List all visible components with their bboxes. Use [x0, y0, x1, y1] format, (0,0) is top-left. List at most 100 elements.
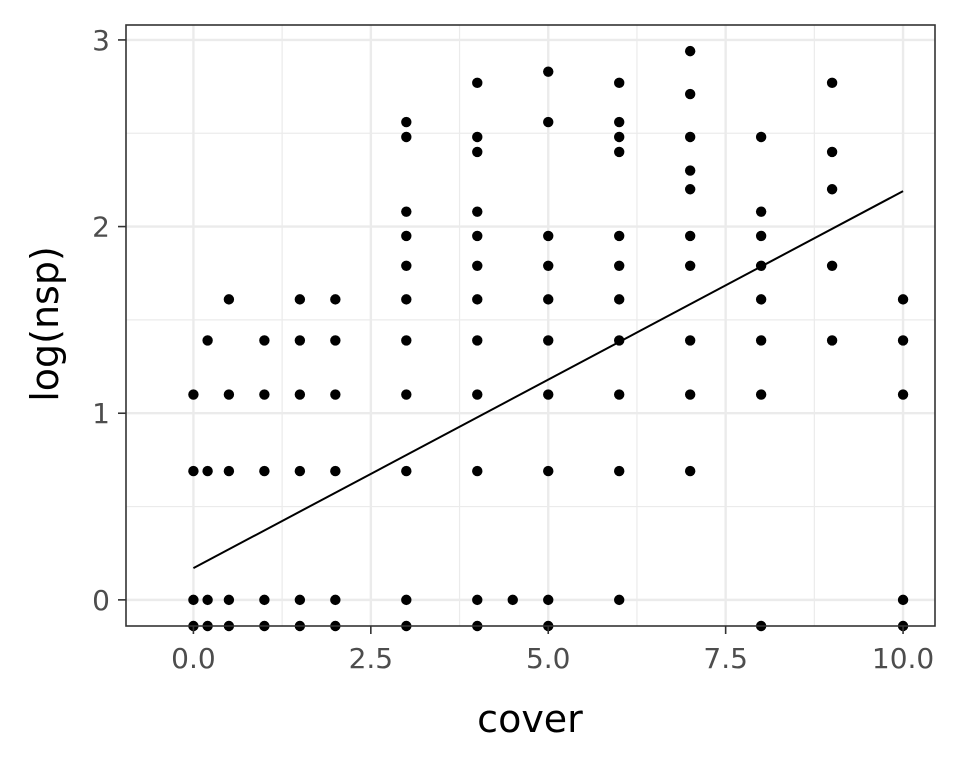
data-point — [294, 389, 306, 400]
data-point — [826, 146, 838, 158]
x-axis-title: cover — [477, 697, 583, 741]
data-point — [259, 389, 270, 400]
x-tick-label: 10.0 — [872, 642, 934, 675]
data-points — [188, 45, 909, 632]
data-point — [507, 594, 518, 606]
data-point — [543, 465, 554, 477]
data-point — [223, 465, 235, 477]
data-point — [472, 389, 483, 400]
data-point — [826, 335, 838, 346]
data-point — [223, 389, 235, 400]
data-point — [614, 389, 625, 400]
data-point — [684, 131, 696, 143]
data-point — [614, 77, 625, 89]
data-point — [259, 335, 270, 346]
data-point — [401, 260, 412, 271]
data-point — [294, 594, 306, 606]
data-point — [897, 389, 909, 400]
data-point — [684, 230, 696, 242]
data-point — [614, 230, 625, 242]
data-point — [472, 594, 483, 606]
y-tick-label: 0 — [92, 584, 110, 617]
data-point — [294, 294, 306, 305]
data-point — [259, 465, 270, 477]
data-point — [543, 260, 554, 271]
data-point — [543, 230, 554, 242]
data-point — [755, 389, 767, 400]
data-point — [614, 335, 625, 346]
data-point — [202, 465, 213, 477]
data-point — [472, 77, 483, 89]
data-point — [614, 465, 625, 477]
x-tick-label: 7.5 — [703, 642, 748, 675]
data-point — [188, 594, 199, 606]
x-tick-label: 0.0 — [171, 642, 216, 675]
data-point — [543, 389, 554, 400]
data-point — [401, 389, 412, 400]
data-point — [755, 335, 767, 346]
x-tick-label: 5.0 — [526, 642, 571, 675]
y-tick-label: 3 — [92, 24, 110, 57]
data-point — [543, 116, 554, 128]
data-point — [543, 294, 554, 305]
fit-line-layer — [192, 190, 904, 570]
data-point — [614, 594, 625, 606]
data-point — [188, 465, 199, 477]
y-axis-ticks: 0 1 2 3 — [92, 24, 126, 617]
data-point — [401, 206, 412, 217]
y-tick-label: 2 — [92, 211, 110, 244]
x-tick-label: 2.5 — [349, 642, 394, 675]
data-point — [223, 594, 235, 606]
data-point — [202, 594, 213, 606]
data-point — [294, 465, 306, 477]
data-point — [614, 294, 625, 305]
data-point — [401, 335, 412, 346]
data-point — [614, 146, 625, 158]
data-point — [330, 594, 341, 606]
data-point — [401, 131, 412, 143]
data-point — [330, 465, 341, 477]
fit-line — [192, 190, 904, 570]
data-point — [614, 260, 625, 271]
data-point — [401, 230, 412, 242]
data-point — [897, 594, 909, 606]
data-point — [294, 335, 306, 346]
data-point — [401, 465, 412, 477]
data-point — [614, 116, 625, 128]
data-point — [755, 131, 767, 143]
data-point — [543, 335, 554, 346]
data-point — [684, 45, 696, 57]
data-point — [330, 335, 341, 346]
data-point — [826, 184, 838, 195]
data-point — [684, 184, 696, 195]
data-point — [401, 594, 412, 606]
data-point — [543, 594, 554, 606]
data-point — [188, 389, 199, 400]
data-point — [401, 294, 412, 305]
data-point — [684, 165, 696, 176]
data-point — [684, 260, 696, 271]
major-gridlines — [126, 25, 935, 626]
minor-gridlines — [126, 25, 935, 626]
data-point — [755, 294, 767, 305]
data-point — [472, 206, 483, 217]
y-tick-label: 1 — [92, 397, 110, 430]
data-point — [755, 206, 767, 217]
data-point — [472, 294, 483, 305]
data-point — [202, 335, 213, 346]
x-axis-ticks: 0.0 2.5 5.0 7.5 10.0 — [171, 626, 934, 675]
data-point — [472, 131, 483, 143]
data-point — [472, 465, 483, 477]
data-point — [684, 389, 696, 400]
data-point — [755, 260, 767, 271]
data-point — [826, 260, 838, 271]
data-point — [826, 77, 838, 89]
data-point — [472, 230, 483, 242]
data-point — [401, 116, 412, 128]
data-point — [330, 294, 341, 305]
data-point — [614, 131, 625, 143]
data-point — [543, 66, 554, 77]
data-point — [223, 294, 235, 305]
